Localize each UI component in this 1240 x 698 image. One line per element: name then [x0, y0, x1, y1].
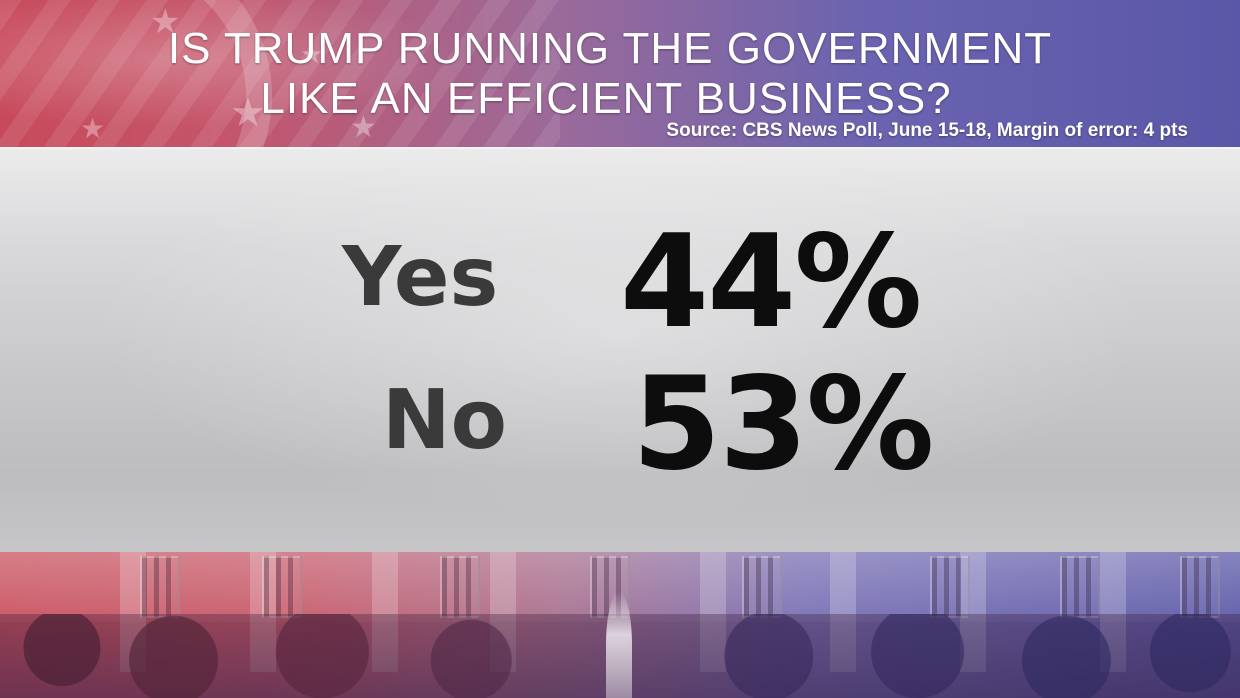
building-window [1060, 556, 1100, 618]
yes-value: 44% [620, 208, 922, 357]
footer-banner [0, 552, 1240, 698]
star-icon: ★ [300, 40, 324, 70]
building-window [140, 556, 180, 618]
title-line-1: IS TRUMP RUNNING THE GOVERNMENT [167, 24, 1053, 73]
title-line-2: LIKE AN EFFICIENT BUSINESS? [260, 74, 952, 123]
star-icon: ★ [80, 112, 106, 145]
no-value: 53% [632, 350, 934, 499]
fountain [606, 592, 632, 698]
header-banner: ★ ★ ★ ★ ★ IS TRUMP RUNNING THE GOVERNMEN… [0, 0, 1240, 147]
star-icon: ★ [350, 110, 377, 145]
source-caption: Source: CBS News Poll, June 15-18, Margi… [666, 120, 1188, 141]
building-window [1180, 556, 1220, 618]
star-icon: ★ [150, 2, 181, 42]
building-window [742, 556, 782, 618]
star-icon: ★ [230, 90, 266, 136]
building-window [440, 556, 480, 618]
flag-background [0, 0, 560, 147]
building-window [262, 556, 302, 618]
no-label: No [382, 373, 507, 468]
results-panel [0, 147, 1240, 554]
building-window [930, 556, 970, 618]
yes-label: Yes [342, 230, 499, 325]
